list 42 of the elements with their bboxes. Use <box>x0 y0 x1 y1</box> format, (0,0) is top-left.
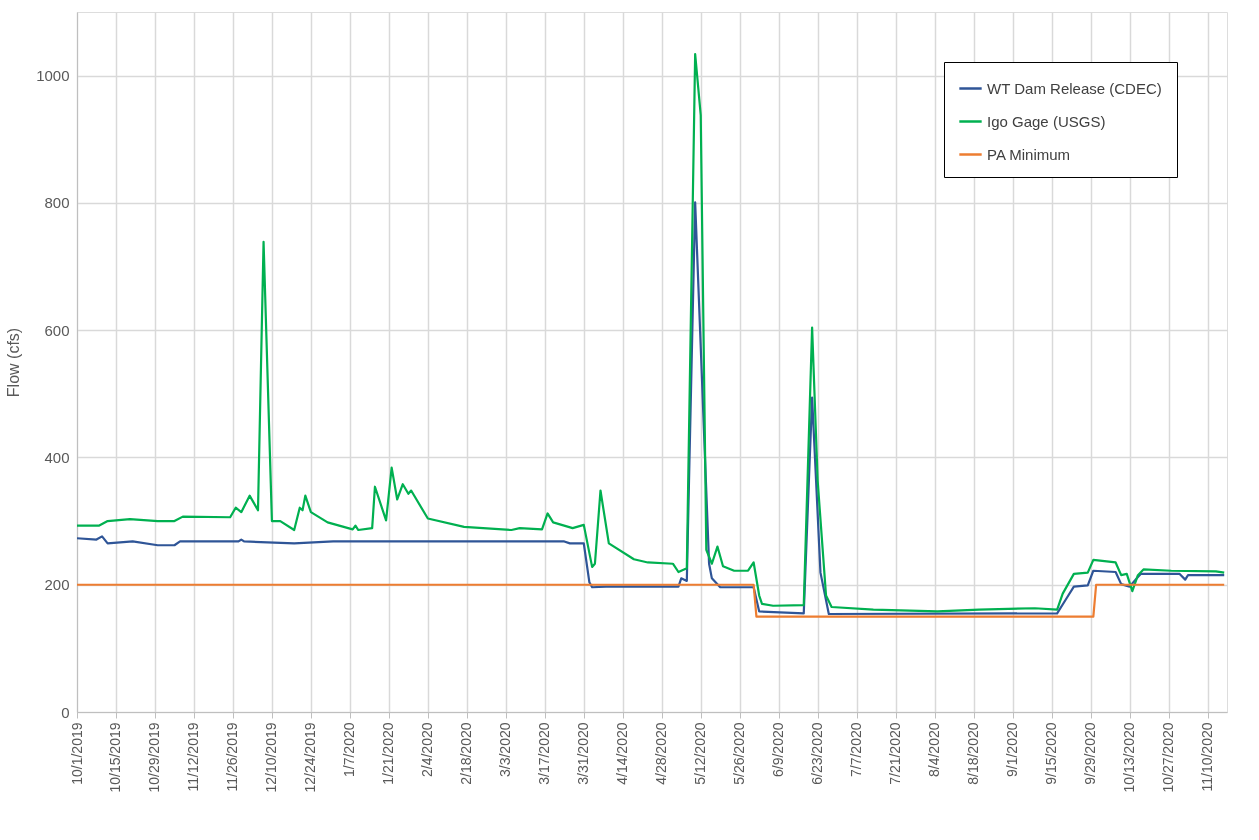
x-tick-label: 12/24/2019 <box>302 722 319 793</box>
x-tick-label: 1/21/2020 <box>380 722 397 785</box>
x-tick-label: 8/18/2020 <box>965 722 982 785</box>
x-tick-label: 5/26/2020 <box>731 722 748 785</box>
legend-label: Igo Gage (USGS) <box>987 112 1106 130</box>
y-tick-label: 0 <box>61 703 70 721</box>
y-tick-label: 1000 <box>36 67 70 85</box>
legend-label: PA Minimum <box>987 145 1071 163</box>
x-tick-label: 4/14/2020 <box>614 722 631 785</box>
x-tick-label: 2/18/2020 <box>458 722 475 785</box>
x-tick-label: 9/29/2020 <box>1082 722 1099 785</box>
x-tick-label: 11/10/2020 <box>1199 722 1216 792</box>
x-tick-label: 3/31/2020 <box>575 722 592 785</box>
x-tick-label: 12/10/2019 <box>263 722 280 793</box>
x-tick-label: 4/28/2020 <box>653 722 670 785</box>
line-series <box>75 52 1226 613</box>
x-tick-label: 10/1/2019 <box>68 722 85 785</box>
x-tick-label: 10/13/2020 <box>1121 722 1138 793</box>
y-tick-label: 800 <box>44 194 70 212</box>
x-tick-label: 3/3/2020 <box>497 722 514 777</box>
y-tick-label: 600 <box>44 321 70 339</box>
line-series <box>75 201 1226 616</box>
x-tick-label: 11/26/2019 <box>224 722 241 792</box>
x-tick-label: 10/15/2019 <box>107 722 124 793</box>
x-tick-label: 6/9/2020 <box>770 722 787 777</box>
x-tick-label: 7/7/2020 <box>848 722 865 777</box>
y-tick-label: 400 <box>44 448 70 466</box>
x-tick-label: 11/12/2019 <box>185 722 202 792</box>
x-tick-label: 9/1/2020 <box>1004 722 1021 777</box>
x-tick-label: 10/29/2019 <box>146 722 163 793</box>
x-tick-label: 8/4/2020 <box>926 722 943 777</box>
x-tick-label: 2/4/2020 <box>419 722 436 777</box>
x-tick-label: 10/27/2020 <box>1160 722 1177 793</box>
x-tick-label: 6/23/2020 <box>809 722 826 785</box>
x-tick-label: 3/17/2020 <box>536 722 553 785</box>
x-tick-label: 5/12/2020 <box>692 722 709 785</box>
x-tick-label: 9/15/2020 <box>1043 722 1060 785</box>
y-axis-title: Flow (cfs) <box>5 327 23 398</box>
y-tick-label: 200 <box>44 576 70 594</box>
x-tick-label: 1/7/2020 <box>341 722 358 777</box>
x-tick-label: 7/21/2020 <box>887 722 904 785</box>
legend-label: WT Dam Release (CDEC) <box>987 79 1162 97</box>
